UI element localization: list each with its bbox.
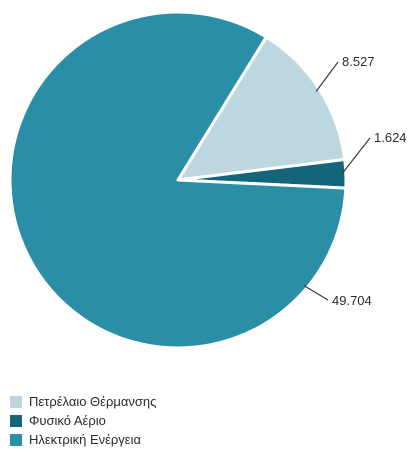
legend-item-heating-oil: Πετρέλαιο Θέρμανσης [10,392,156,411]
leader-line-electricity [303,284,329,301]
pie-slice-electricity [8,10,348,350]
leader-line-natural-gas [341,137,371,175]
pie-slices [8,10,348,350]
legend-label-electricity: Ηλεκτρική Ενέργεια [29,432,142,447]
data-label-heating-oil: 8.527 [342,54,375,69]
data-label-natural-gas: 1.624 [374,130,407,145]
leader-lines [303,61,371,301]
legend-swatch-electricity [10,433,22,446]
pie-chart: 8.527 1.624 49.704 [8,10,407,350]
legend-item-electricity: Ηλεκτρική Ενέργεια [10,430,156,449]
legend-swatch-natural-gas [10,414,22,427]
data-labels: 8.527 1.624 49.704 [332,54,407,308]
pie-slice-heating-oil [176,35,347,182]
data-label-electricity: 49.704 [332,293,372,308]
legend-label-heating-oil: Πετρέλαιο Θέρμανσης [29,394,157,409]
legend-swatch-heating-oil [10,395,22,408]
leader-line-heating-oil [315,61,339,92]
legend-label-natural-gas: Φυσικό Αέριο [29,413,106,428]
legend: Πετρέλαιο Θέρμανσης Φυσικό Αέριο Ηλεκτρι… [10,392,156,449]
legend-item-natural-gas: Φυσικό Αέριο [10,411,156,430]
